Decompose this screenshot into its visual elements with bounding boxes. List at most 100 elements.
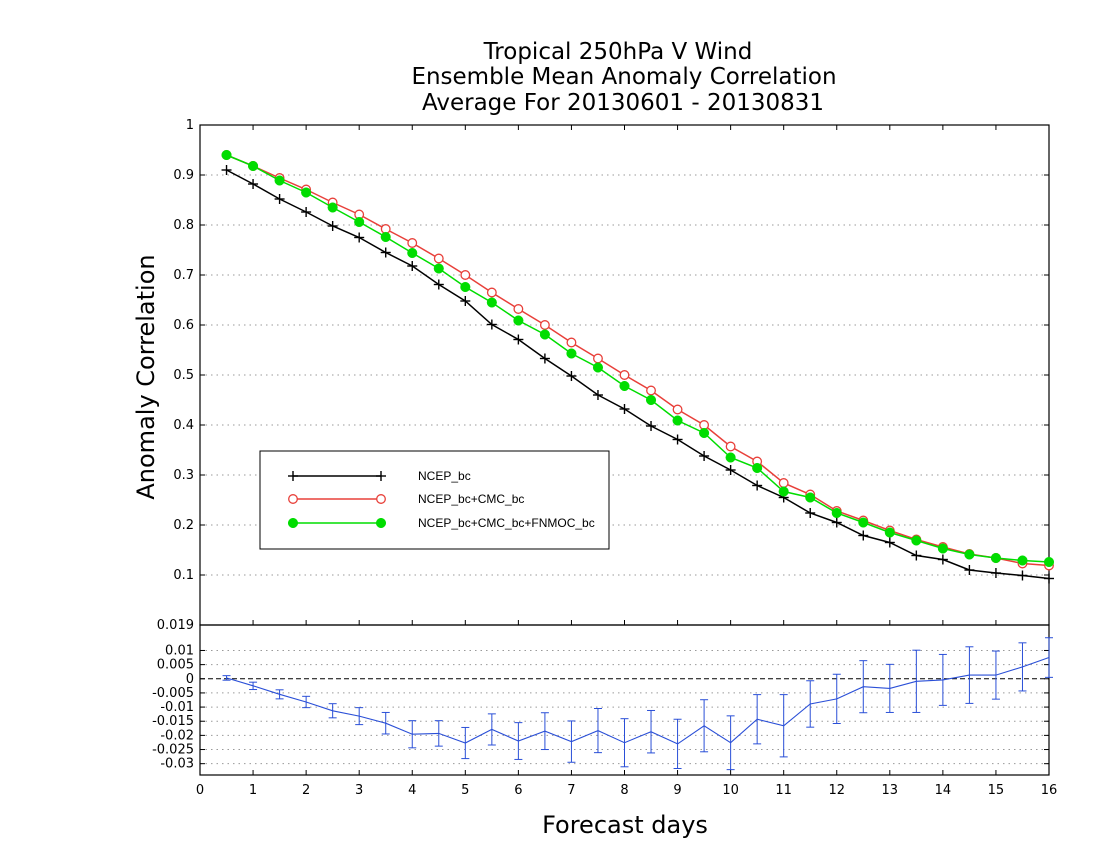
filled-circle-marker bbox=[486, 297, 497, 308]
sub-y-tick-label: 0.01 bbox=[165, 643, 194, 658]
plus-marker bbox=[1044, 573, 1054, 584]
x-tick-label: 12 bbox=[828, 783, 845, 798]
filled-circle-marker bbox=[433, 263, 444, 274]
legend-entry: NCEP_bc+CMC_bc+FNMOC_bc bbox=[287, 516, 595, 530]
plus-marker bbox=[911, 550, 922, 561]
plus-marker bbox=[407, 261, 418, 271]
plus-marker bbox=[592, 390, 603, 400]
plus-marker bbox=[619, 404, 630, 414]
open-circle-marker bbox=[672, 404, 683, 415]
sub-y-tick-label: 0.019 bbox=[157, 618, 194, 633]
x-tick-label: 5 bbox=[461, 783, 469, 798]
x-tick-label: 15 bbox=[988, 783, 1005, 798]
plus-marker bbox=[1017, 570, 1028, 581]
plus-marker bbox=[221, 165, 232, 175]
chart-title-line-1: Tropical 250hPa V Wind bbox=[483, 39, 753, 65]
plus-marker bbox=[937, 554, 948, 565]
main-y-tick-label: 0.6 bbox=[173, 318, 194, 333]
main-series-layer bbox=[221, 149, 1055, 584]
open-circle-marker bbox=[566, 337, 577, 348]
legend: NCEP_bc NCEP_bc+CMC_bc NCEP_bc+CMC_bc+FNMO… bbox=[259, 450, 610, 550]
plus-marker bbox=[486, 319, 497, 330]
filled-circle-marker bbox=[407, 247, 418, 259]
sub-y-tick-label: 0.005 bbox=[157, 658, 194, 673]
open-circle-marker bbox=[539, 320, 550, 330]
filled-circle-marker bbox=[752, 462, 763, 474]
filled-circle-marker bbox=[380, 231, 391, 243]
main-y-tick-label: 0.9 bbox=[173, 168, 194, 183]
open-circle-marker bbox=[646, 385, 656, 396]
sub-y-tick-label: -0.01 bbox=[160, 700, 194, 715]
filled-circle-marker bbox=[1043, 556, 1055, 568]
filled-circle-marker bbox=[248, 160, 259, 172]
main-y-tick-label: 0.2 bbox=[173, 518, 194, 533]
plus-marker bbox=[858, 530, 869, 541]
open-circle-marker bbox=[619, 370, 630, 380]
sub-y-tick-label: -0.025 bbox=[152, 743, 194, 758]
x-axis: 0 1 2 3 4 5 6 7 8 9 10 11 12 13 14 15 16 bbox=[196, 125, 1057, 798]
series-NCEP_bc+CMC_bc+FNMOC_bc bbox=[221, 149, 1055, 568]
open-circle-marker bbox=[376, 494, 386, 504]
filled-circle-marker bbox=[672, 415, 683, 426]
filled-circle-marker bbox=[805, 492, 816, 503]
plus-marker bbox=[831, 517, 842, 528]
plus-marker bbox=[699, 451, 710, 461]
main-y-tick-label: 0.3 bbox=[173, 468, 194, 483]
open-circle-marker bbox=[486, 287, 497, 298]
sub-y-tick-label: -0.03 bbox=[160, 757, 194, 772]
filled-circle-marker bbox=[858, 517, 869, 528]
filled-circle-marker bbox=[884, 527, 895, 538]
main-y-tick-label: 0.7 bbox=[173, 268, 194, 283]
series-NCEP_bc bbox=[221, 165, 1054, 584]
plus-marker bbox=[513, 334, 524, 345]
filled-circle-marker bbox=[460, 281, 471, 293]
sub-y-axis: 0.0190.010.0050-0.005-0.01-0.015-0.02-0.… bbox=[152, 618, 1049, 772]
legend-entry: NCEP_bc bbox=[288, 469, 471, 483]
x-tick-label: 16 bbox=[1041, 783, 1058, 798]
open-circle-marker bbox=[513, 304, 524, 314]
filled-circle-marker bbox=[778, 486, 789, 497]
main-y-tick-label: 0.8 bbox=[173, 218, 194, 233]
legend-label: NCEP_bc bbox=[418, 469, 471, 483]
filled-circle-marker bbox=[375, 517, 387, 529]
plus-marker bbox=[646, 421, 657, 431]
plus-marker bbox=[460, 296, 471, 306]
plus-marker bbox=[354, 232, 365, 243]
plus-marker bbox=[433, 279, 444, 290]
open-circle-marker bbox=[593, 353, 603, 364]
main-y-tick-label: 0.1 bbox=[173, 568, 194, 583]
filled-circle-marker bbox=[699, 427, 710, 439]
main-y-tick-label: 0.4 bbox=[173, 418, 194, 433]
y-axis-title: Anomaly Correlation bbox=[132, 254, 160, 499]
filled-circle-marker bbox=[990, 552, 1001, 564]
x-tick-label: 8 bbox=[620, 783, 628, 798]
chart-title-line-3: Average For 20130601 - 20130831 bbox=[422, 90, 824, 116]
sub-series-layer bbox=[222, 637, 1053, 771]
x-tick-label: 11 bbox=[775, 783, 792, 798]
plus-marker bbox=[884, 537, 895, 548]
chart-title: Tropical 250hPa V Wind Ensemble Mean Ano… bbox=[411, 39, 836, 116]
main-y-axis: 0.1 0.2 0.3 0.4 0.5 0.6 0.7 0.8 0.9 1 bbox=[173, 118, 1049, 583]
filled-circle-marker bbox=[327, 202, 338, 213]
plus-marker bbox=[725, 465, 736, 475]
filled-circle-marker bbox=[725, 452, 736, 463]
legend-entry: NCEP_bc+CMC_bc bbox=[288, 492, 524, 506]
filled-circle-marker bbox=[619, 380, 630, 392]
plus-marker bbox=[672, 434, 683, 445]
x-axis-title: Forecast days bbox=[542, 811, 708, 839]
filled-circle-marker bbox=[937, 543, 948, 554]
x-tick-label: 10 bbox=[722, 783, 739, 798]
sub-y-tick-label: -0.015 bbox=[152, 714, 194, 729]
x-tick-label: 0 bbox=[196, 783, 204, 798]
difference-line bbox=[226, 656, 1050, 745]
filled-circle-marker bbox=[287, 517, 299, 529]
open-circle-marker bbox=[407, 238, 418, 248]
filled-circle-marker bbox=[221, 149, 232, 161]
open-circle-marker bbox=[288, 494, 298, 504]
filled-circle-marker bbox=[911, 535, 922, 546]
open-circle-marker bbox=[778, 478, 789, 488]
plus-marker bbox=[248, 179, 259, 189]
main-y-tick-label: 1 bbox=[186, 118, 194, 133]
plus-marker bbox=[805, 508, 816, 518]
main-y-tick-label: 0.5 bbox=[173, 368, 194, 383]
